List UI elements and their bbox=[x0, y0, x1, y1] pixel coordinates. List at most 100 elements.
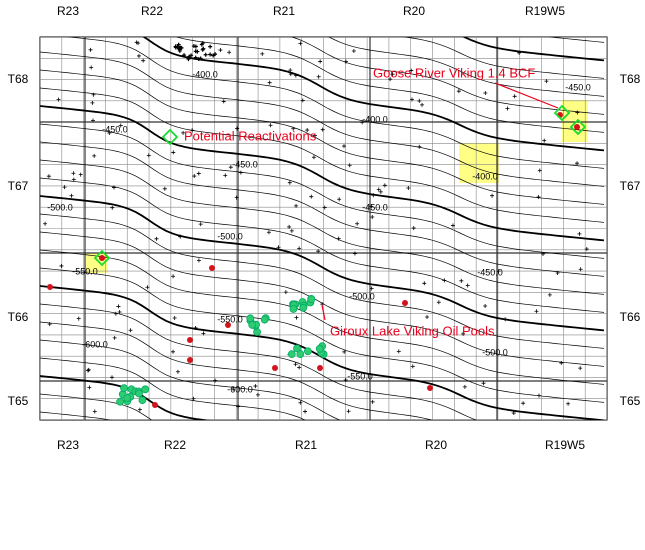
well-symbol bbox=[534, 309, 539, 314]
well-symbol bbox=[298, 400, 303, 405]
contour bbox=[40, 69, 605, 205]
well-symbol bbox=[198, 222, 203, 227]
well-symbol bbox=[371, 193, 376, 198]
contours bbox=[40, 37, 605, 420]
well-symbol bbox=[505, 106, 510, 111]
well-symbol bbox=[370, 399, 375, 404]
well-symbol bbox=[208, 52, 213, 57]
well-symbol bbox=[316, 249, 321, 254]
red-well bbox=[152, 402, 158, 408]
well-symbol bbox=[406, 185, 411, 190]
contour bbox=[547, 37, 605, 43]
well-symbol bbox=[109, 375, 114, 380]
well-symbol bbox=[112, 335, 117, 340]
well-symbol bbox=[213, 52, 218, 57]
well-symbol bbox=[228, 165, 233, 170]
well-symbol bbox=[351, 48, 356, 53]
contour-label: -450.0 bbox=[232, 159, 258, 169]
well-symbol bbox=[436, 300, 441, 305]
well-symbol bbox=[388, 77, 393, 82]
well-symbol bbox=[369, 286, 374, 291]
well-symbol bbox=[496, 269, 501, 274]
well-symbol bbox=[378, 189, 383, 194]
well-symbol bbox=[193, 55, 198, 60]
well-symbol bbox=[300, 98, 305, 103]
well-symbol bbox=[187, 54, 192, 59]
range-label: R21 bbox=[295, 438, 317, 452]
well-symbol bbox=[175, 369, 180, 374]
well-symbol bbox=[343, 59, 348, 64]
well-symbol bbox=[547, 292, 552, 297]
contour bbox=[40, 141, 605, 277]
well-symbol bbox=[291, 126, 296, 131]
well-symbol bbox=[283, 290, 288, 295]
contour-label: -400.0 bbox=[192, 69, 218, 79]
well-symbol bbox=[294, 315, 299, 320]
oil-well bbox=[307, 295, 316, 304]
range-label: R23 bbox=[57, 438, 79, 452]
contour-label: -400.0 bbox=[362, 114, 388, 124]
contour bbox=[40, 393, 153, 420]
well-symbol bbox=[355, 221, 360, 226]
contour bbox=[175, 37, 605, 133]
well-symbol bbox=[191, 396, 196, 401]
leader bbox=[494, 82, 559, 109]
red-well bbox=[187, 337, 193, 343]
red-well bbox=[574, 124, 580, 130]
oil-well bbox=[304, 347, 312, 356]
red-well bbox=[272, 365, 278, 371]
contour bbox=[40, 357, 306, 420]
well-symbol bbox=[575, 161, 580, 166]
well-symbol bbox=[537, 168, 542, 173]
well-symbol bbox=[352, 251, 357, 256]
well-symbol bbox=[62, 185, 67, 190]
contour bbox=[40, 195, 605, 332]
oil-well bbox=[141, 385, 150, 394]
contour bbox=[40, 177, 605, 313]
reactivation-marker bbox=[553, 104, 571, 122]
oil-well bbox=[293, 344, 301, 353]
well-symbol bbox=[347, 163, 352, 168]
well-symbol bbox=[293, 73, 298, 78]
well-symbol bbox=[181, 130, 186, 135]
range-label: R22 bbox=[164, 438, 186, 452]
well-symbol bbox=[203, 52, 208, 57]
contour bbox=[40, 105, 605, 242]
well-symbol bbox=[322, 205, 327, 210]
contour bbox=[328, 37, 605, 97]
annotation: Potential Reactivations bbox=[184, 128, 317, 143]
contour-label: -550.0 bbox=[217, 314, 243, 324]
well-symbol bbox=[442, 278, 447, 283]
well-symbol bbox=[544, 79, 549, 84]
contour bbox=[290, 37, 605, 115]
contour bbox=[40, 123, 605, 259]
well-symbol bbox=[88, 47, 93, 52]
contour bbox=[40, 339, 341, 420]
well-symbol bbox=[293, 362, 298, 367]
oil-well bbox=[246, 314, 255, 323]
well-symbol bbox=[266, 230, 271, 235]
contour-label: -450.0 bbox=[102, 124, 128, 134]
well-symbol bbox=[146, 153, 151, 158]
well-symbol bbox=[172, 315, 177, 320]
well-symbol bbox=[76, 316, 81, 321]
well-symbol bbox=[577, 231, 582, 236]
well-symbol bbox=[311, 155, 316, 160]
well-symbol bbox=[465, 283, 470, 288]
well-symbol bbox=[343, 377, 348, 382]
well-symbol bbox=[182, 53, 187, 58]
contour bbox=[402, 37, 605, 79]
well-symbol bbox=[177, 48, 182, 53]
well-symbol bbox=[578, 267, 583, 272]
well-symbol bbox=[43, 221, 48, 226]
red-well bbox=[427, 385, 433, 391]
well-symbol bbox=[47, 322, 52, 327]
well-symbol bbox=[517, 50, 522, 55]
range-label: R19W5 bbox=[545, 438, 585, 452]
well-symbol bbox=[171, 349, 176, 354]
township-label: T66 bbox=[620, 310, 641, 324]
well-symbol bbox=[176, 42, 181, 47]
well-symbol bbox=[461, 331, 466, 336]
well-symbol bbox=[137, 407, 142, 412]
well-symbol bbox=[89, 65, 94, 70]
